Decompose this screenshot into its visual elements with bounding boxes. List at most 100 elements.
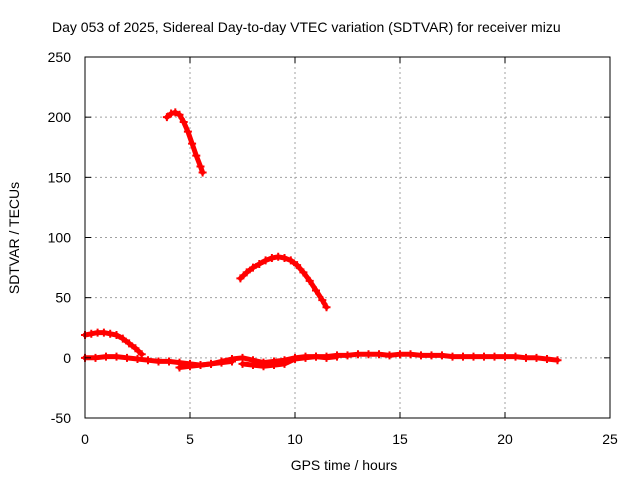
y-tick-label: 100 — [48, 230, 72, 246]
data-point — [396, 350, 404, 359]
chart-title: Day 053 of 2025, Sidereal Day-to-day VTE… — [52, 19, 561, 35]
data-point — [188, 139, 197, 148]
data-point — [99, 328, 108, 337]
data-point — [123, 353, 131, 362]
data-point — [406, 350, 415, 359]
series-trace — [240, 354, 340, 369]
data-point — [133, 355, 142, 364]
data-point — [261, 256, 270, 265]
y-axis-ticks: -50 0 50 100 150 200 250 — [48, 49, 610, 426]
data-point — [198, 168, 207, 177]
data-point — [511, 352, 520, 361]
y-tick-label: -50 — [51, 410, 71, 426]
data-point — [179, 117, 188, 126]
y-tick-label: 150 — [48, 169, 72, 185]
data-point — [171, 108, 180, 117]
x-axis-label: GPS time / hours — [291, 457, 398, 473]
data-point — [299, 268, 308, 277]
data-point — [175, 110, 184, 119]
x-tick-label: 10 — [287, 431, 303, 447]
series-arc-high — [162, 108, 207, 177]
data-point — [242, 268, 251, 277]
data-point — [137, 350, 146, 359]
data-point — [553, 356, 562, 365]
data-points — [81, 108, 562, 372]
y-tick-label: 0 — [63, 350, 71, 366]
data-point — [154, 357, 163, 366]
data-point — [125, 339, 134, 348]
data-point — [144, 356, 152, 365]
series-baseline-b — [175, 350, 562, 372]
data-point — [280, 359, 289, 368]
data-point — [501, 352, 509, 361]
data-point — [459, 352, 467, 361]
series-arc-mid — [236, 252, 331, 312]
data-point — [301, 353, 310, 362]
data-point — [354, 350, 362, 359]
data-point — [343, 351, 352, 360]
data-point — [427, 351, 436, 360]
data-point — [249, 263, 257, 272]
data-point — [165, 357, 173, 366]
data-point — [438, 351, 446, 360]
x-tick-label: 0 — [81, 431, 89, 447]
data-point — [228, 355, 236, 364]
series-arc-low-start — [81, 328, 146, 359]
data-point — [286, 256, 295, 265]
data-point — [291, 355, 299, 364]
data-point — [543, 355, 551, 364]
data-point — [305, 276, 314, 285]
x-tick-label: 25 — [602, 431, 618, 447]
y-tick-label: 250 — [48, 49, 72, 65]
data-point — [318, 296, 327, 305]
data-point — [322, 353, 331, 362]
x-tick-label: 20 — [497, 431, 513, 447]
data-point — [522, 353, 530, 362]
data-point — [333, 352, 341, 361]
data-point — [106, 329, 115, 338]
data-point — [236, 274, 245, 283]
data-point — [238, 359, 247, 368]
data-point — [192, 151, 201, 160]
data-point — [217, 357, 226, 366]
data-point — [490, 352, 499, 361]
data-point — [255, 259, 264, 268]
data-point — [280, 253, 289, 262]
data-point — [87, 329, 96, 338]
data-point — [312, 352, 320, 361]
data-point — [259, 362, 268, 371]
data-point — [183, 127, 192, 136]
data-point — [207, 359, 215, 368]
data-point — [118, 334, 127, 343]
x-axis-ticks: 0 5 10 15 20 25 — [81, 57, 618, 447]
y-tick-label: 200 — [48, 109, 72, 125]
data-point — [267, 253, 276, 262]
data-point — [312, 286, 320, 295]
data-point — [274, 252, 283, 261]
x-tick-label: 5 — [186, 431, 194, 447]
data-point — [112, 352, 121, 361]
data-point — [91, 353, 100, 362]
data-point — [196, 361, 205, 370]
data-point — [375, 350, 383, 359]
data-point — [322, 303, 331, 312]
data-point — [270, 361, 278, 370]
data-point — [532, 353, 541, 362]
data-point — [196, 162, 205, 171]
series-baseline-c — [238, 352, 341, 371]
x-tick-label: 15 — [392, 431, 408, 447]
data-point — [131, 344, 140, 353]
data-point — [469, 352, 478, 361]
data-point — [293, 261, 302, 270]
data-point — [385, 351, 394, 360]
data-point — [480, 352, 488, 361]
data-point — [102, 352, 110, 361]
data-point — [364, 350, 373, 359]
data-point — [112, 330, 121, 339]
data-point — [448, 352, 457, 361]
y-tick-label: 50 — [55, 290, 71, 306]
data-point — [167, 109, 176, 118]
series-baseline-a — [81, 352, 236, 370]
data-point — [249, 361, 257, 370]
